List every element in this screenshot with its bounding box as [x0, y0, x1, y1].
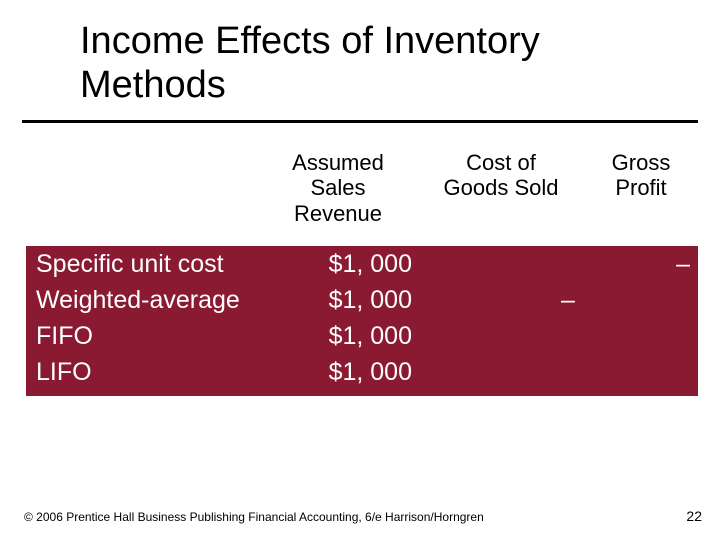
table-row: Specific unit cost $1, 000 –: [26, 250, 698, 286]
revenue-value: $1, 000: [286, 322, 412, 351]
header-assumed-sales-revenue: Assumed Sales Revenue: [268, 150, 408, 226]
method-label: Weighted-average: [36, 286, 286, 315]
revenue-value: $1, 000: [286, 286, 412, 315]
gross-profit-value: –: [582, 250, 690, 279]
header-gross-profit: Gross Profit: [586, 150, 696, 201]
method-label: FIFO: [36, 322, 286, 351]
table-row: LIFO $1, 000: [26, 358, 698, 394]
revenue-value: $1, 000: [286, 250, 412, 279]
revenue-value: $1, 000: [286, 358, 412, 387]
table-row: Weighted-average $1, 000 –: [26, 286, 698, 322]
method-label: Specific unit cost: [36, 250, 286, 279]
method-label: LIFO: [36, 358, 286, 387]
table-row: FIFO $1, 000: [26, 322, 698, 358]
equals-sign: –: [556, 286, 580, 315]
data-band: Specific unit cost $1, 000 – Weighted-av…: [26, 246, 698, 396]
page-number: 22: [686, 508, 702, 524]
title-underline: [22, 120, 698, 123]
copyright-footer: © 2006 Prentice Hall Business Publishing…: [24, 510, 484, 524]
slide-title: Income Effects of Inventory Methods: [80, 20, 640, 113]
header-cost-of-goods-sold: Cost of Goods Sold: [436, 150, 566, 201]
